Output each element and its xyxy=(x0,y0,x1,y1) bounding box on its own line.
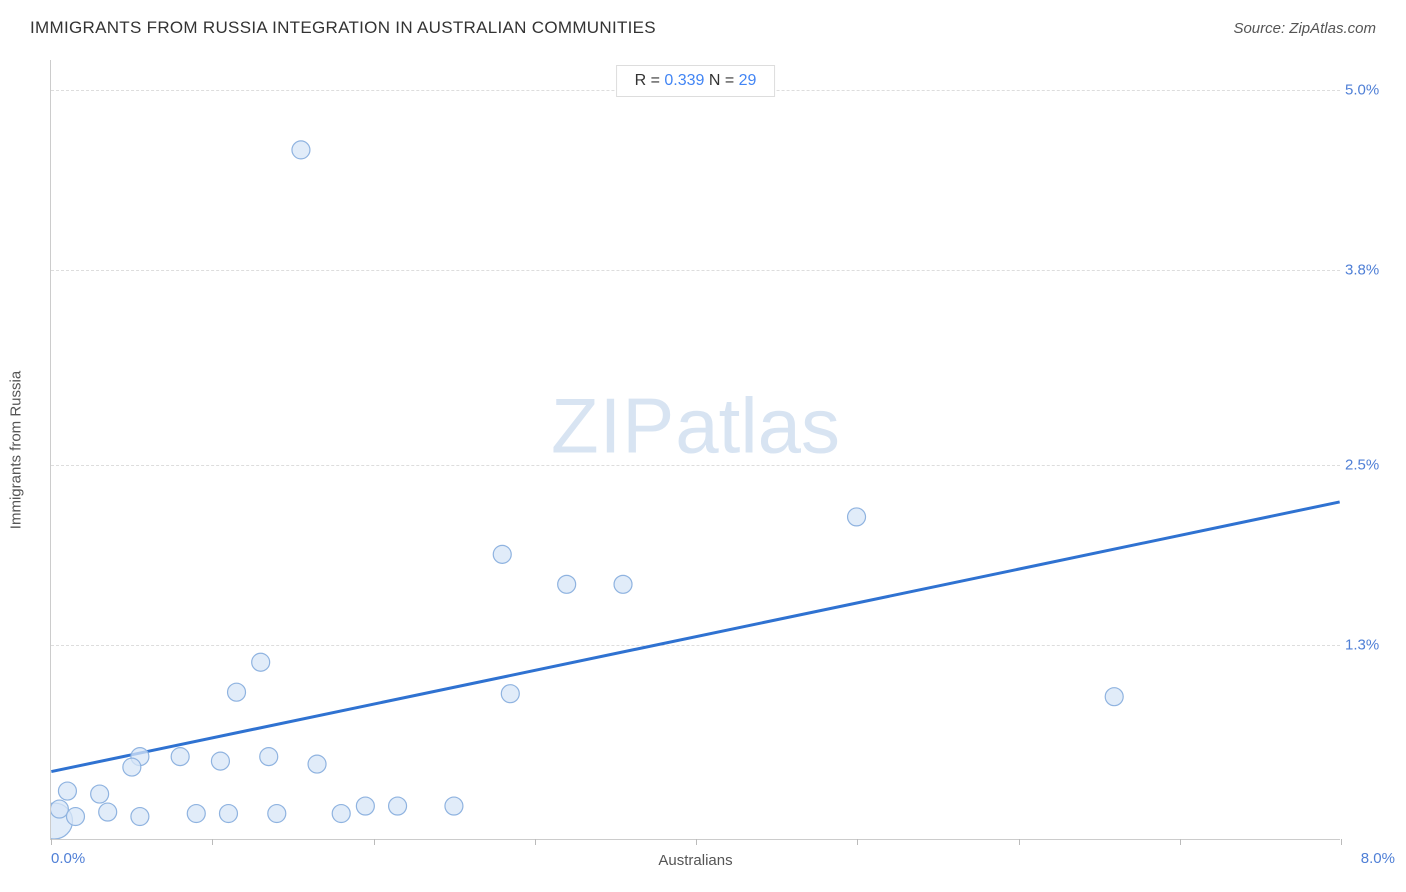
data-point xyxy=(356,797,374,815)
data-point xyxy=(332,805,350,823)
x-min-label: 0.0% xyxy=(51,850,85,867)
data-point xyxy=(171,748,189,766)
data-point xyxy=(268,805,286,823)
stat-n-label: N = xyxy=(704,72,738,89)
y-tick-label: 2.5% xyxy=(1345,457,1395,474)
data-point xyxy=(228,683,246,701)
x-tick xyxy=(374,839,375,845)
data-point xyxy=(219,805,237,823)
data-point xyxy=(308,755,326,773)
data-point xyxy=(91,785,109,803)
x-tick xyxy=(212,839,213,845)
data-point xyxy=(1105,688,1123,706)
data-point xyxy=(260,748,278,766)
x-tick xyxy=(535,839,536,845)
data-point xyxy=(292,141,310,159)
x-tick xyxy=(51,839,52,845)
x-axis-label: Australians xyxy=(658,852,732,869)
data-point xyxy=(501,685,519,703)
data-point xyxy=(131,808,149,826)
y-tick-label: 1.3% xyxy=(1345,637,1395,654)
stat-n-value: 29 xyxy=(739,72,757,89)
chart-source: Source: ZipAtlas.com xyxy=(1233,20,1376,37)
x-tick xyxy=(696,839,697,845)
x-max-label: 8.0% xyxy=(1361,850,1395,867)
x-tick xyxy=(1341,839,1342,845)
stat-r-label: R = xyxy=(635,72,665,89)
data-point xyxy=(58,782,76,800)
plot-area: ZIPatlas R = 0.339 N = 29 Immigrants fro… xyxy=(50,60,1340,840)
data-point xyxy=(445,797,463,815)
x-tick xyxy=(1019,839,1020,845)
chart-title: IMMIGRANTS FROM RUSSIA INTEGRATION IN AU… xyxy=(30,18,656,38)
data-point xyxy=(252,653,270,671)
data-point xyxy=(614,575,632,593)
chart-svg xyxy=(51,60,1340,839)
data-point xyxy=(558,575,576,593)
data-point xyxy=(389,797,407,815)
data-point xyxy=(211,752,229,770)
y-tick-label: 5.0% xyxy=(1345,82,1395,99)
stat-r-value: 0.339 xyxy=(664,72,704,89)
data-point xyxy=(848,508,866,526)
stats-box: R = 0.339 N = 29 xyxy=(616,65,776,97)
data-point xyxy=(493,545,511,563)
data-point xyxy=(187,805,205,823)
data-point xyxy=(51,800,68,818)
data-point xyxy=(99,803,117,821)
x-tick xyxy=(857,839,858,845)
data-point xyxy=(123,758,141,776)
x-tick xyxy=(1180,839,1181,845)
y-axis-label: Immigrants from Russia xyxy=(8,370,25,528)
data-point xyxy=(66,808,84,826)
trend-line xyxy=(51,502,1339,772)
y-tick-label: 3.8% xyxy=(1345,262,1395,279)
